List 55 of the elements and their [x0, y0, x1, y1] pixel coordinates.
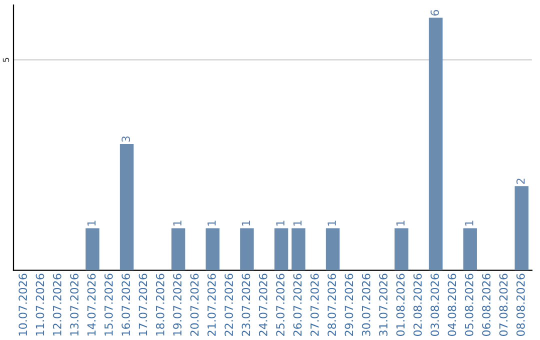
x-tick-label: 19.07.2026 — [173, 274, 182, 336]
data-label: 1 — [328, 220, 336, 226]
bar — [428, 18, 443, 270]
x-tick-label: 13.07.2026 — [70, 274, 79, 336]
bar — [86, 228, 100, 270]
bar — [326, 228, 340, 270]
x-tick-label: 12.07.2026 — [52, 274, 62, 336]
x-tick-label: 01.08.2026 — [396, 274, 405, 336]
x-tick-label: 14.07.2026 — [87, 274, 96, 336]
data-label: 1 — [208, 220, 216, 226]
data-label: 6 — [430, 10, 439, 16]
data-label: 1 — [173, 220, 182, 226]
x-tick-label: 18.07.2026 — [156, 274, 164, 336]
data-label: 1 — [276, 220, 284, 226]
data-label: 2 — [516, 178, 525, 184]
x-tick-label: 29.07.2026 — [344, 274, 354, 336]
x-tick-label: 22.07.2026 — [224, 274, 234, 336]
bar — [394, 228, 408, 270]
y-tick-label: 5 — [2, 58, 10, 62]
x-tick-label: 25.07.2026 — [276, 274, 285, 336]
bar — [274, 228, 288, 270]
bar — [292, 228, 306, 270]
x-tick-label: 16.07.2026 — [122, 274, 130, 336]
x-tick-label: 30.07.2026 — [362, 274, 370, 336]
x-tick-label: 26.07.2026 — [293, 274, 302, 336]
x-tick-label: 31.07.2026 — [379, 274, 388, 336]
bar — [206, 228, 220, 270]
x-tick-label: 17.07.2026 — [138, 274, 148, 336]
bar — [463, 228, 477, 270]
x-tick-label: 27.07.2026 — [310, 274, 319, 336]
x-tick-label: 23.07.2026 — [242, 274, 250, 336]
x-tick-label: 03.08.2026 — [430, 274, 439, 336]
data-label: 1 — [396, 220, 405, 226]
x-tick-label: 06.08.2026 — [482, 274, 490, 336]
data-label: 3 — [122, 136, 130, 142]
x-tick-label: 15.07.2026 — [104, 274, 113, 336]
data-label: 1 — [87, 220, 96, 226]
x-tick-label: 21.07.2026 — [207, 274, 216, 336]
x-tick-label: 02.08.2026 — [413, 274, 422, 336]
x-tick-label: 04.08.2026 — [448, 274, 456, 336]
data-label: 1 — [465, 220, 474, 226]
x-tick-label: 07.08.2026 — [499, 274, 508, 336]
bar — [514, 186, 528, 270]
data-label: 1 — [242, 220, 250, 226]
x-tick-label: 11.07.2026 — [36, 274, 44, 336]
x-tick-label: 28.07.2026 — [328, 274, 336, 336]
x-tick-label: 20.07.2026 — [190, 274, 199, 336]
x-tick-label: 10.07.2026 — [18, 274, 28, 336]
x-tick-label: 24.07.2026 — [258, 274, 268, 336]
bar — [120, 144, 134, 270]
data-label: 1 — [293, 220, 302, 226]
bar — [171, 228, 186, 270]
bar — [240, 228, 254, 270]
x-tick-label: 08.08.2026 — [516, 274, 525, 336]
x-tick-label: 05.08.2026 — [464, 274, 474, 336]
